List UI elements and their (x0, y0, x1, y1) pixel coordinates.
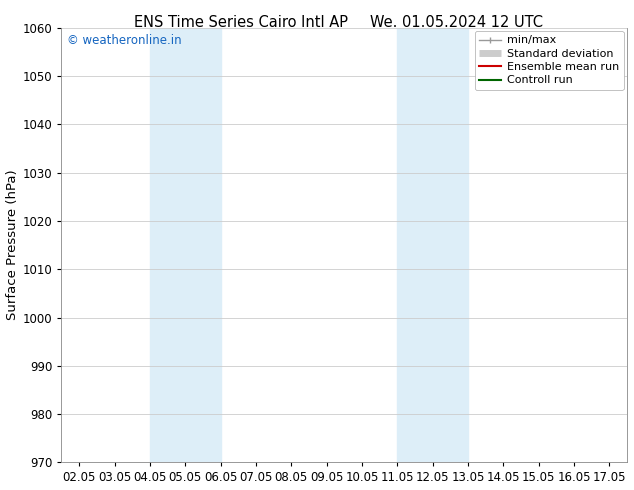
Y-axis label: Surface Pressure (hPa): Surface Pressure (hPa) (6, 170, 18, 320)
Bar (398, 28, 468, 463)
Text: © weatheronline.in: © weatheronline.in (67, 34, 182, 47)
Bar (150, 28, 221, 463)
Text: We. 01.05.2024 12 UTC: We. 01.05.2024 12 UTC (370, 15, 543, 30)
Text: ENS Time Series Cairo Intl AP: ENS Time Series Cairo Intl AP (134, 15, 348, 30)
Legend: min/max, Standard deviation, Ensemble mean run, Controll run: min/max, Standard deviation, Ensemble me… (475, 31, 624, 90)
